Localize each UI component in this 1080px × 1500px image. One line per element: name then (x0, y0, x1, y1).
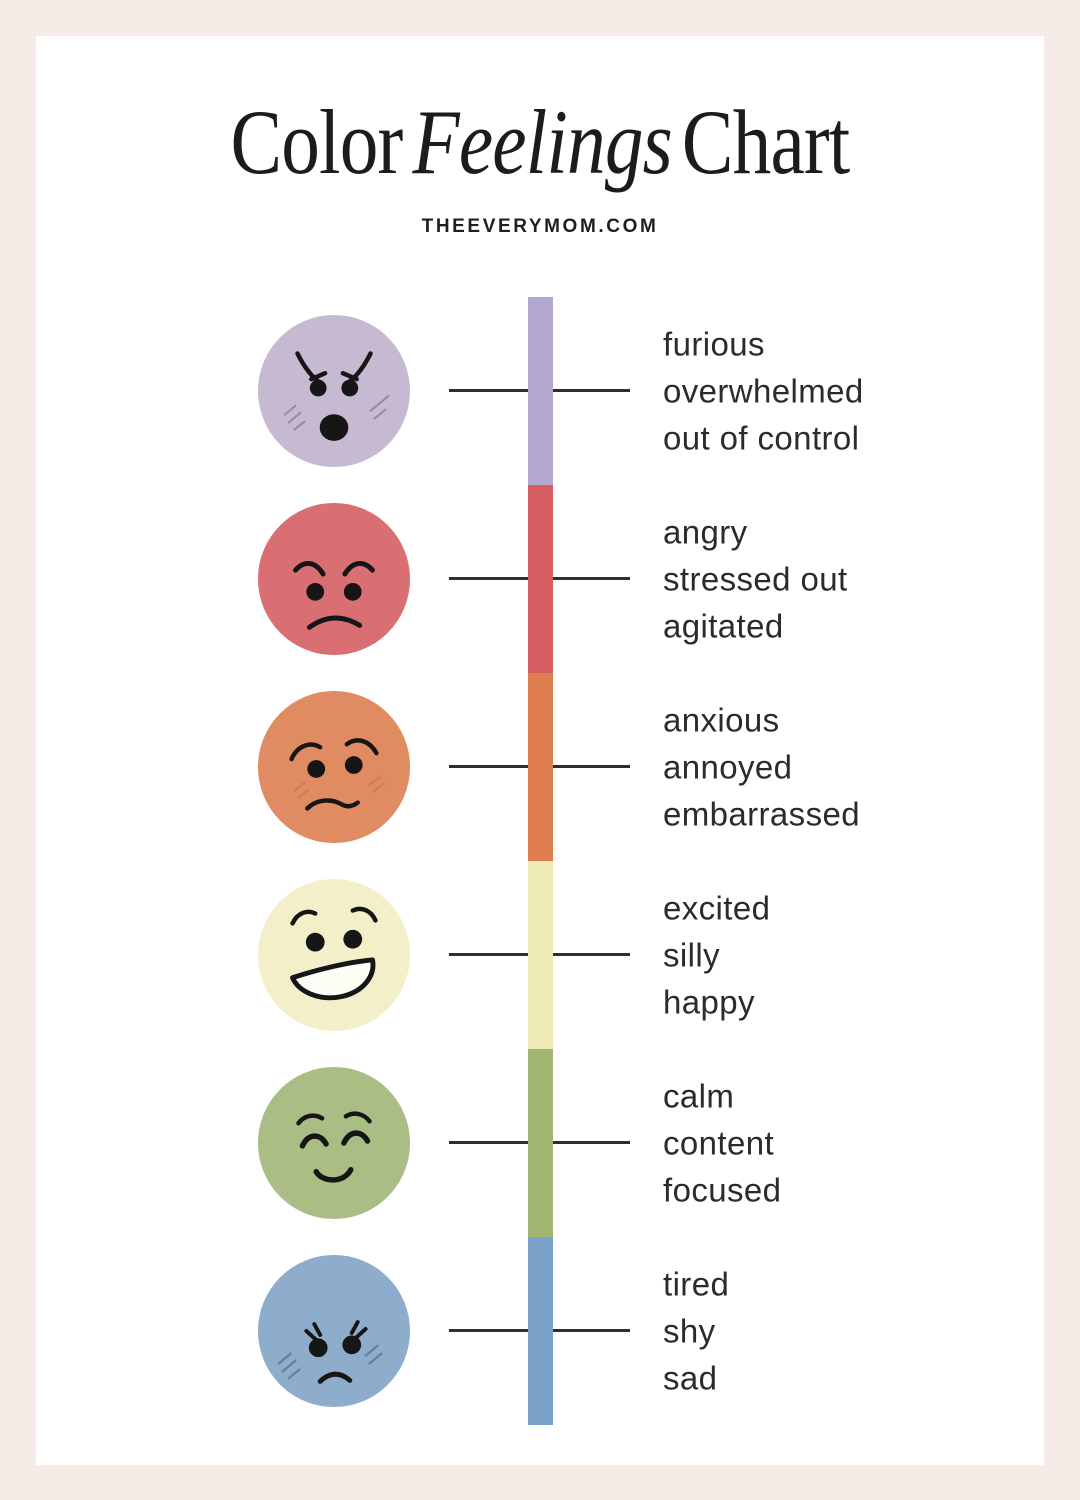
feeling-label: tired (663, 1265, 730, 1303)
sad-face-icon (257, 1254, 411, 1408)
connector-line-right (553, 577, 630, 580)
feeling-row-yellow: excited silly happy (36, 861, 1044, 1049)
feeling-row-blue: tired shy sad (36, 1237, 1044, 1425)
color-bar-segment-yellow (528, 861, 553, 1049)
feeling-labels: furious overwhelmed out of control (663, 321, 864, 462)
connector-line-left (449, 389, 528, 392)
color-bar-segment-orange (528, 673, 553, 861)
feeling-row-red: angry stressed out agitated (36, 485, 1044, 673)
title-pre: Color (230, 91, 404, 193)
feeling-labels: anxious annoyed embarrassed (663, 697, 860, 838)
connector-line-right (553, 765, 630, 768)
feeling-label: content (663, 1124, 775, 1162)
feeling-label: focused (663, 1171, 782, 1209)
feeling-label: silly (663, 936, 720, 974)
feeling-row-orange: anxious annoyed embarrassed (36, 673, 1044, 861)
connector-line-right (553, 389, 630, 392)
connector-line-left (449, 953, 528, 956)
feeling-label: shy (663, 1312, 716, 1350)
feeling-labels: tired shy sad (663, 1261, 729, 1402)
feeling-label: calm (663, 1077, 735, 1115)
connector-line-left (449, 1141, 528, 1144)
furious-face-icon (257, 314, 411, 468)
poster-page: Color Feelings Chart THEEVERYMOM.COM (36, 36, 1044, 1465)
site-url-subtitle: THEEVERYMOM.COM (421, 216, 659, 237)
feeling-label: angry (663, 513, 748, 551)
feeling-row-green: calm content focused (36, 1049, 1044, 1237)
feeling-label: agitated (663, 607, 784, 645)
anxious-face-icon (257, 690, 411, 844)
page-title: Color Feelings Chart (117, 94, 964, 191)
feeling-labels: angry stressed out agitated (663, 509, 848, 650)
angry-face-icon (257, 502, 411, 656)
feeling-label: stressed out (663, 560, 848, 598)
color-bar-segment-red (528, 485, 553, 673)
title-post: Chart (681, 91, 850, 193)
feeling-label: annoyed (663, 748, 793, 786)
connector-line-left (449, 765, 528, 768)
feeling-labels: calm content focused (663, 1073, 781, 1214)
feeling-label: sad (663, 1359, 718, 1397)
feelings-rows: furious overwhelmed out of control (36, 297, 1044, 1425)
feeling-row-purple: furious overwhelmed out of control (36, 297, 1044, 485)
title-emphasis: Feelings (412, 91, 672, 193)
color-bar-segment-blue (528, 1237, 553, 1425)
color-bar-segment-purple (528, 297, 553, 485)
feeling-label: embarrassed (663, 795, 860, 833)
connector-line-right (553, 1141, 630, 1144)
feeling-label: furious (663, 325, 765, 363)
feeling-labels: excited silly happy (663, 885, 770, 1026)
feeling-label: excited (663, 889, 771, 927)
feeling-label: anxious (663, 701, 780, 739)
feeling-label: happy (663, 983, 755, 1021)
color-bar-segment-green (528, 1049, 553, 1237)
connector-line-right (553, 953, 630, 956)
calm-face-icon (257, 1066, 411, 1220)
connector-line-left (449, 1329, 528, 1332)
connector-line-left (449, 577, 528, 580)
feeling-label: overwhelmed (663, 372, 864, 410)
feeling-label: out of control (663, 419, 860, 457)
connector-line-right (553, 1329, 630, 1332)
excited-face-icon (257, 878, 411, 1032)
